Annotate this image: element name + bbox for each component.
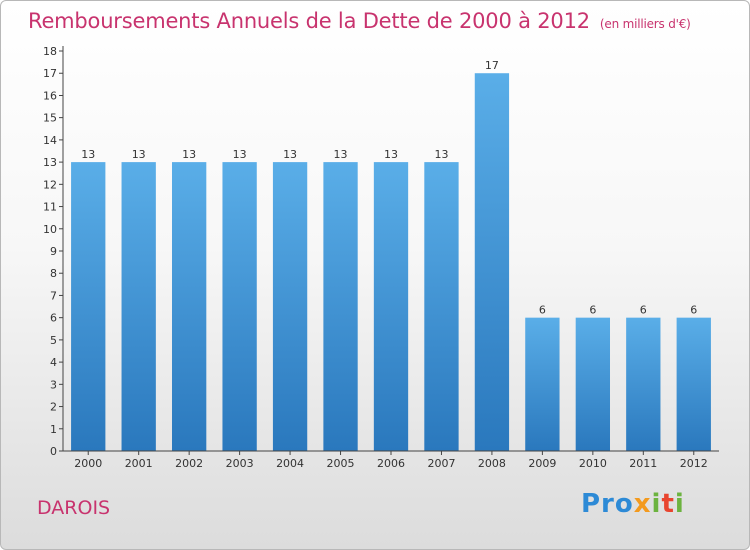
y-tick-label: 16 xyxy=(43,89,57,102)
x-tick-label: 2000 xyxy=(74,457,102,470)
x-tick-label: 2012 xyxy=(680,457,708,470)
chart-title-text: Remboursements Annuels de la Dette de 20… xyxy=(28,9,590,33)
bar-2006 xyxy=(373,162,409,451)
bar-value-label: 13 xyxy=(434,148,448,161)
y-tick-label: 7 xyxy=(50,289,57,302)
bar-2003 xyxy=(222,162,257,451)
bar-value-label: 13 xyxy=(81,148,95,161)
logo-part-3: i xyxy=(651,489,662,519)
bar-value-label: 13 xyxy=(182,148,196,161)
bar-2011 xyxy=(626,317,661,451)
bar-2001 xyxy=(121,162,156,451)
x-axis: 2000 2001 2002 2003 2004 2005 2006 2007 2008 2009… xyxy=(63,450,719,470)
y-tick-label: 14 xyxy=(43,134,57,147)
bar-value-label: 13 xyxy=(384,148,398,161)
bar-2004 xyxy=(272,162,308,451)
proxiti-logo: Proxiti xyxy=(581,489,685,519)
bar-value-label: 6 xyxy=(690,304,697,317)
chart-subtitle: (en milliers d'€) xyxy=(599,17,691,31)
x-tick-label: 2009 xyxy=(528,457,556,470)
chart-title: Remboursements Annuels de la Dette de 20… xyxy=(28,9,691,33)
y-tick-label: 5 xyxy=(50,334,57,347)
y-tick-label: 10 xyxy=(43,223,57,236)
logo-part-5: i xyxy=(674,489,685,519)
x-tick-label: 2010 xyxy=(579,457,607,470)
y-tick-label: 8 xyxy=(50,267,57,280)
x-tick-label: 2004 xyxy=(276,457,304,470)
bar-value-label: 13 xyxy=(334,148,348,161)
bar-2009 xyxy=(525,317,560,451)
y-tick-label: 15 xyxy=(43,112,57,125)
y-tick-label: 1 xyxy=(50,423,57,436)
y-tick-label: 18 xyxy=(43,45,57,58)
x-tick-label: 2002 xyxy=(175,457,203,470)
bar-2007 xyxy=(424,162,459,451)
y-tick-label: 9 xyxy=(50,245,57,258)
y-tick-label: 11 xyxy=(43,201,57,214)
bar-value-label: 13 xyxy=(233,148,247,161)
y-tick-label: 6 xyxy=(50,312,57,325)
bar-2012 xyxy=(676,317,711,451)
y-tick-label: 0 xyxy=(50,445,57,458)
y-tick-label: 2 xyxy=(50,401,57,414)
bar-2005 xyxy=(323,162,358,451)
bar-value-label: 17 xyxy=(485,59,499,72)
x-tick-label: 2011 xyxy=(629,457,657,470)
bar-value-label: 6 xyxy=(640,304,647,317)
x-tick-label: 2006 xyxy=(377,457,405,470)
y-tick-label: 13 xyxy=(43,156,57,169)
bar-value-label: 6 xyxy=(539,304,546,317)
x-tick-label: 2005 xyxy=(327,457,355,470)
bar-2000 xyxy=(71,162,106,451)
y-tick-label: 3 xyxy=(50,378,57,391)
bar-2002 xyxy=(171,162,207,451)
bar-2010 xyxy=(575,317,611,451)
x-tick-label: 2001 xyxy=(125,457,153,470)
bar-value-label: 13 xyxy=(283,148,297,161)
y-tick-label: 17 xyxy=(43,67,57,80)
bar-value-label: 13 xyxy=(132,148,146,161)
bar-value-label: 6 xyxy=(589,304,596,317)
logo-part-4: t xyxy=(661,489,675,519)
x-tick-label: 2007 xyxy=(427,457,455,470)
bar-2008 xyxy=(474,73,510,451)
commune-name: DAROIS xyxy=(37,497,111,519)
logo-part-2: x xyxy=(633,489,652,519)
y-tick-label: 4 xyxy=(50,356,57,369)
x-tick-label: 2003 xyxy=(226,457,254,470)
x-tick-label: 2008 xyxy=(478,457,506,470)
y-tick-label: 12 xyxy=(43,178,57,191)
bars: 13 13 13 13 13 13 13 13 17 6 6 6 6 xyxy=(71,59,711,451)
logo-part-1: Pro xyxy=(581,489,634,519)
